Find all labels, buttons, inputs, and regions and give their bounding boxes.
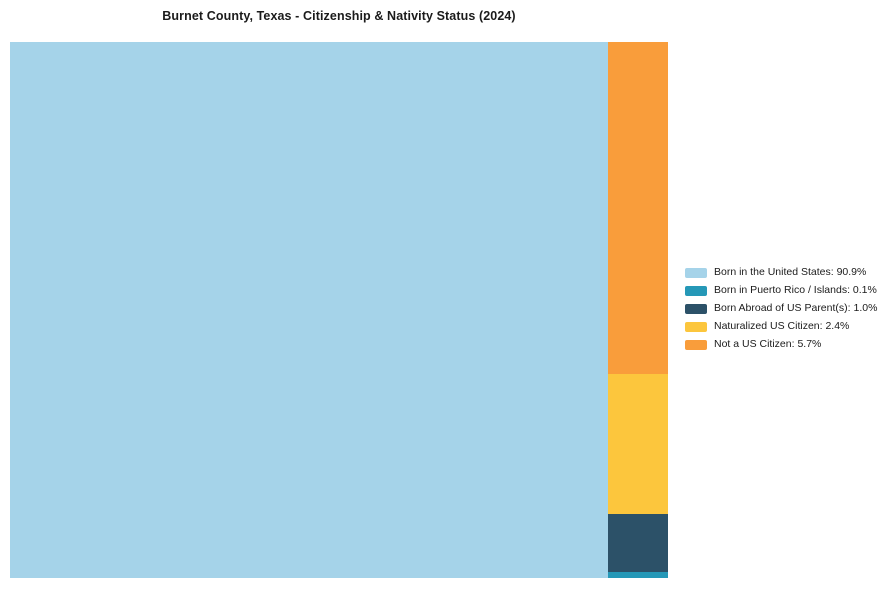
- treemap-side-column: [607, 42, 668, 578]
- legend-swatch: [685, 267, 707, 278]
- legend-label: Naturalized US Citizen: 2.4%: [714, 320, 850, 332]
- legend-swatch: [685, 303, 707, 314]
- legend-item-not-a-us-citizen: Not a US Citizen: 5.7%: [685, 339, 877, 350]
- legend-item-born-in-puerto-rico-islands: Born in Puerto Rico / Islands: 0.1%: [685, 285, 877, 296]
- legend-label: Born Abroad of US Parent(s): 1.0%: [714, 302, 878, 314]
- legend-swatch: [685, 339, 707, 350]
- legend-label: Born in the United States: 90.9%: [714, 266, 867, 278]
- treemap-rect-born-in-puerto-rico-islands[interactable]: [607, 572, 668, 578]
- legend-label: Not a US Citizen: 5.7%: [714, 338, 822, 350]
- legend-label: Born in Puerto Rico / Islands: 0.1%: [714, 284, 877, 296]
- legend-swatch: [685, 321, 707, 332]
- legend-swatch: [685, 285, 707, 296]
- treemap-rect-naturalized-us-citizen[interactable]: [607, 374, 668, 514]
- treemap-rect-born-abroad-of-us-parent-s[interactable]: [607, 513, 668, 573]
- legend-item-born-abroad-of-us-parent-s: Born Abroad of US Parent(s): 1.0%: [685, 303, 877, 314]
- legend-item-naturalized-us-citizen: Naturalized US Citizen: 2.4%: [685, 321, 877, 332]
- treemap-rect-not-a-us-citizen[interactable]: [607, 42, 668, 375]
- chart-title: Burnet County, Texas - Citizenship & Nat…: [162, 9, 516, 23]
- treemap-rect-born-in-the-united-states[interactable]: [10, 42, 608, 578]
- legend: Born in the United States: 90.9% Born in …: [685, 267, 877, 350]
- legend-item-born-in-the-united-states: Born in the United States: 90.9%: [685, 267, 877, 278]
- treemap-chart: [10, 42, 668, 578]
